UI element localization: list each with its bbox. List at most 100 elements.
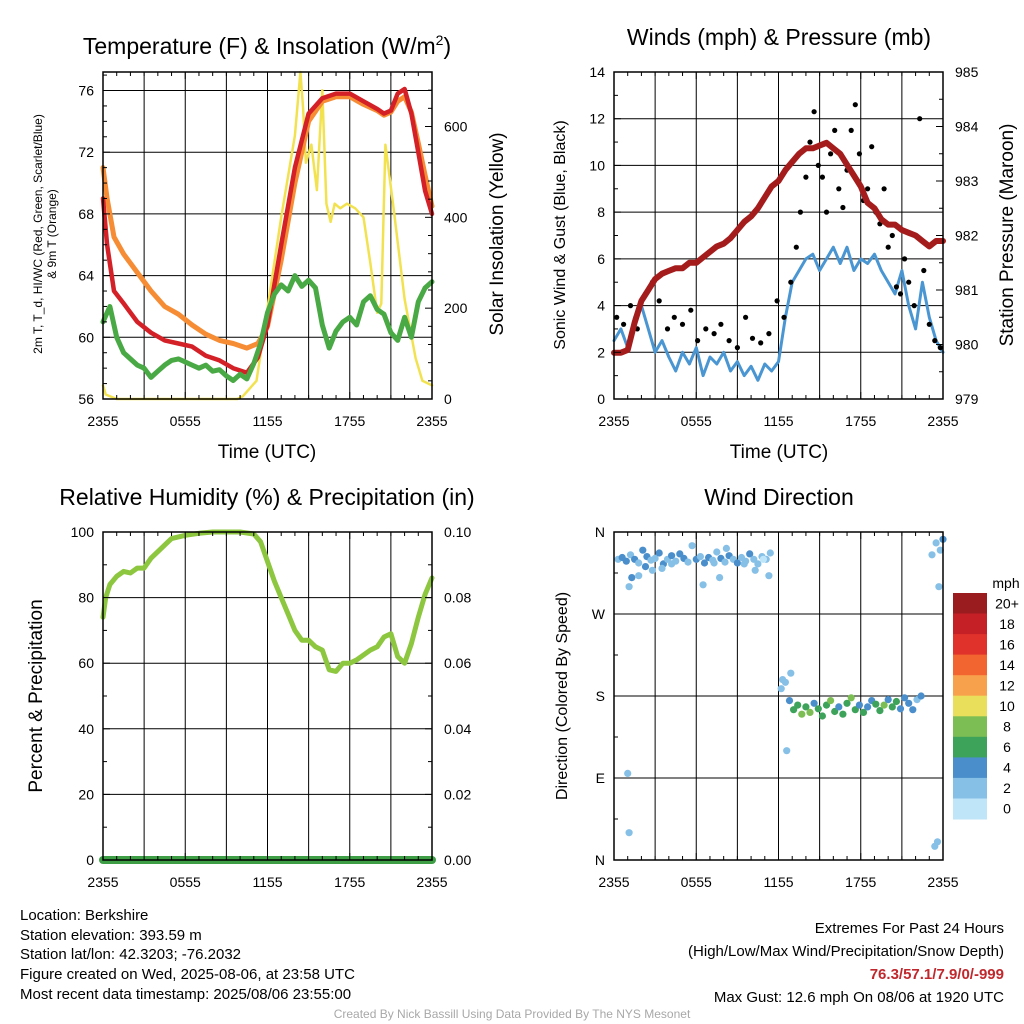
y2-tick-label: 0.06 xyxy=(444,655,471,671)
temperature-2m-line xyxy=(100,86,435,376)
y-tick-label: 0 xyxy=(86,852,94,868)
y2-tick-label: 984 xyxy=(955,119,979,135)
credit-line: Created By Nick Bassill Using Data Provi… xyxy=(333,1007,691,1021)
colorbar-label: 4 xyxy=(1003,760,1011,776)
wind-direction-panel: Wind Direction 2355 0555 1155 1755 2355 N E S W N… xyxy=(554,484,1020,890)
x-tick-label: 2355 xyxy=(416,874,447,890)
x-tick-label: 1155 xyxy=(763,413,793,429)
wind-direction-axes: 2355 0555 1155 1755 2355 N E S W N xyxy=(592,524,959,890)
direction-point xyxy=(892,697,901,706)
colorbar-label: 0 xyxy=(1003,801,1011,817)
x-tick-label: 0555 xyxy=(681,874,712,890)
direction-point xyxy=(872,700,880,708)
direction-point xyxy=(931,842,939,850)
y2-tick-label: 200 xyxy=(444,300,468,316)
direction-point xyxy=(814,705,822,713)
gust-point xyxy=(937,345,943,351)
gust-point xyxy=(688,307,694,313)
gust-point xyxy=(734,345,741,351)
wind-direction-grid xyxy=(614,532,943,860)
winds-grid xyxy=(614,72,943,399)
colorbar-swatch xyxy=(953,798,987,820)
direction-point xyxy=(851,706,859,714)
gust-point xyxy=(803,174,809,180)
temperature-series xyxy=(100,70,435,401)
temperature-y-axis-label-line1: 2m T, T_d, HI/WC (Red, Green, Scarlet/Bl… xyxy=(31,114,45,354)
y-tick-label: 14 xyxy=(589,64,605,80)
direction-point xyxy=(794,701,802,709)
y-tick-label: 80 xyxy=(78,590,94,606)
direction-point xyxy=(843,699,851,707)
station-elevation: Station elevation: 393.59 m xyxy=(20,926,202,944)
gust-point xyxy=(749,335,756,341)
x-tick-label: 1155 xyxy=(252,874,282,890)
extremes-title: Extremes For Past 24 Hours xyxy=(814,920,1004,937)
gust-point xyxy=(614,314,620,320)
direction-point xyxy=(733,559,742,567)
y-tick-label: 8 xyxy=(597,204,605,220)
gust-point xyxy=(758,340,764,346)
gust-point xyxy=(921,267,927,274)
direction-point xyxy=(798,710,806,718)
colorbar-swatch xyxy=(953,634,987,656)
direction-point xyxy=(765,572,773,580)
direction-point xyxy=(713,548,721,556)
direction-point xyxy=(936,546,944,554)
x-tick-label: 0555 xyxy=(170,874,201,890)
y2-tick-label: 0.00 xyxy=(444,852,471,868)
direction-point xyxy=(751,566,759,574)
x-tick-label: 2355 xyxy=(598,413,629,429)
gust-point xyxy=(743,314,749,320)
direction-point xyxy=(909,706,917,714)
direction-point xyxy=(917,692,925,700)
direction-point xyxy=(859,708,868,717)
colorbar-label: 8 xyxy=(1003,719,1011,735)
gust-point xyxy=(621,321,627,327)
gust-point xyxy=(897,291,904,297)
pressure-y2-axis-label: Station Pressure (Maroon) xyxy=(997,124,1018,347)
gust-point xyxy=(793,244,799,250)
direction-point xyxy=(802,703,810,711)
colorbar-label: 16 xyxy=(999,636,1015,652)
direction-point xyxy=(651,554,659,563)
x-tick-label: 2355 xyxy=(87,413,118,429)
wind-direction-series xyxy=(614,535,947,850)
y-tick-label: 72 xyxy=(78,144,94,160)
direction-point xyxy=(722,544,731,553)
direction-point xyxy=(831,707,839,716)
gust-point xyxy=(711,331,717,337)
direction-point xyxy=(935,583,943,591)
direction-point xyxy=(699,581,707,589)
gust-point xyxy=(828,151,834,157)
y-tick-label: 60 xyxy=(78,655,94,671)
direction-point xyxy=(839,710,847,718)
gust-point xyxy=(679,321,686,327)
y-tick-label: 6 xyxy=(597,251,605,267)
x-tick-label: 1755 xyxy=(334,413,365,429)
colorbar-label: 12 xyxy=(999,678,1015,694)
y2-tick-label: 982 xyxy=(955,228,979,244)
gust-point xyxy=(807,139,813,145)
gust-point xyxy=(627,303,634,309)
direction-point xyxy=(928,551,936,559)
y-tick-label: E xyxy=(596,770,605,786)
colorbar-swatch xyxy=(953,777,987,799)
direction-point xyxy=(880,701,888,709)
winds-series xyxy=(611,102,946,382)
temperature-9m-line xyxy=(100,94,435,351)
extremes-description: (High/Low/Max Wind/Precipitation/Snow De… xyxy=(688,943,1004,960)
gust-point xyxy=(823,209,830,215)
y-tick-label: 40 xyxy=(78,721,94,737)
gust-point xyxy=(832,127,838,133)
direction-point xyxy=(790,706,798,714)
direction-point xyxy=(876,707,884,715)
direction-point xyxy=(740,560,748,568)
insolation-line xyxy=(101,70,434,401)
temperature-y-axis-label-line2: & 9m T (Orange) xyxy=(45,189,59,279)
x-tick-label: 1755 xyxy=(334,874,365,890)
direction-point xyxy=(855,701,864,709)
x-tick-label: 0555 xyxy=(681,413,712,429)
direction-point xyxy=(696,553,705,561)
wind-speed-line xyxy=(612,245,945,382)
